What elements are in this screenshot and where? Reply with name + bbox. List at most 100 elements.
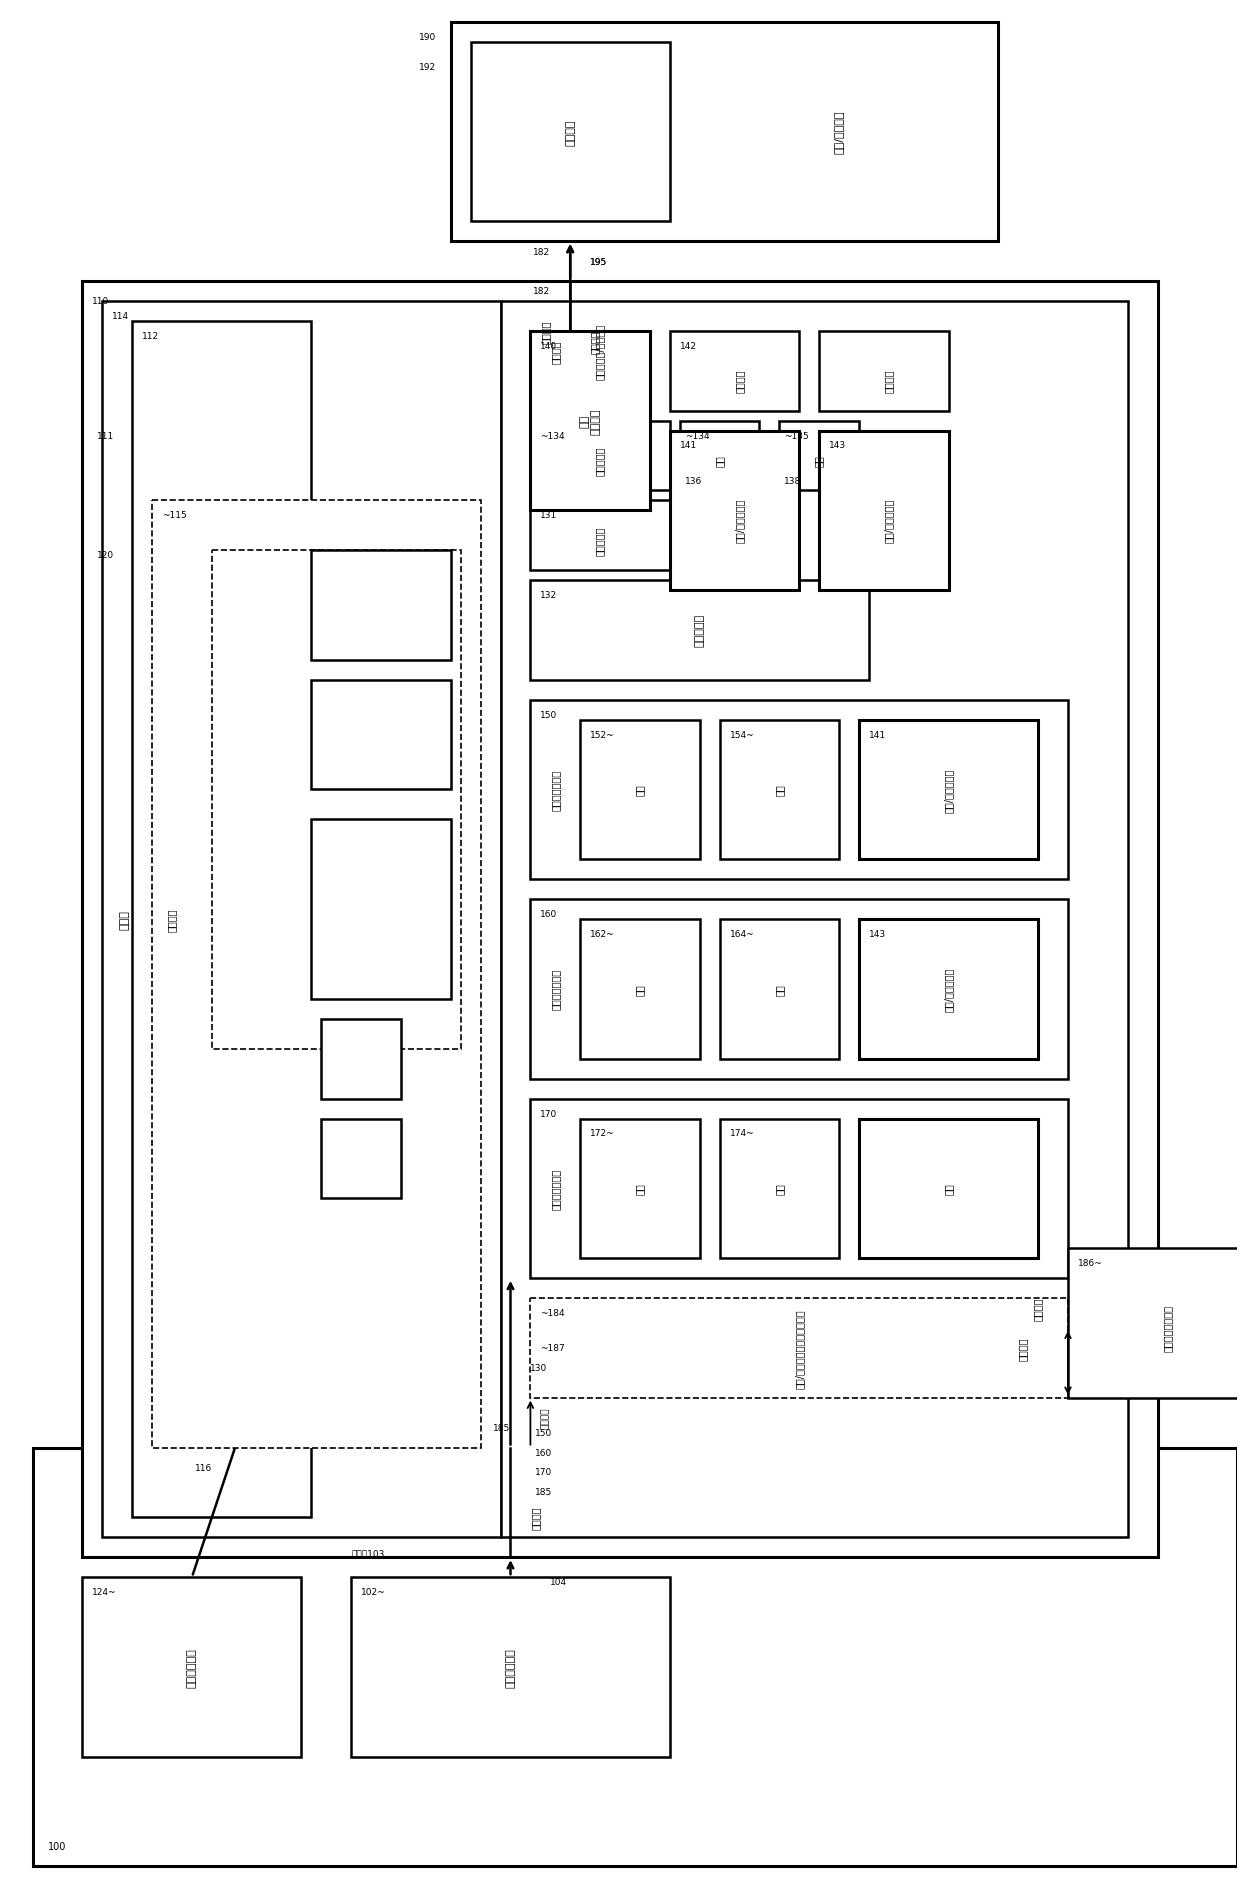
Bar [580, 1120, 699, 1258]
Bar [321, 1019, 401, 1099]
Text: 132: 132 [541, 590, 558, 600]
Text: 飞行中助推器系统: 飞行中助推器系统 [1163, 1304, 1173, 1351]
Text: 控制信号: 控制信号 [541, 1406, 549, 1429]
Text: 存储器: 存储器 [352, 1154, 370, 1163]
Text: 192: 192 [419, 63, 435, 72]
Bar [670, 332, 800, 412]
Text: ~187: ~187 [541, 1344, 565, 1351]
Bar [859, 1120, 1038, 1258]
Text: 131: 131 [541, 511, 558, 520]
Text: 机载传感器: 机载传感器 [376, 725, 386, 755]
Text: 控制器: 控制器 [376, 900, 386, 919]
Text: 120: 120 [98, 550, 114, 560]
Text: 121: 121 [405, 1029, 423, 1038]
Bar [531, 700, 1068, 881]
Text: 170: 170 [536, 1467, 553, 1477]
Text: 感测/计算的姿态: 感测/计算的姿态 [734, 499, 744, 543]
Text: 姿态: 姿态 [635, 983, 645, 995]
Bar [501, 302, 1127, 1537]
Text: 捕获/接收系统: 捕获/接收系统 [835, 110, 844, 154]
Text: 目标轨迹: 目标轨迹 [551, 340, 560, 363]
Text: 100: 100 [47, 1841, 66, 1851]
Text: 116: 116 [195, 1463, 212, 1473]
Text: 182: 182 [533, 247, 551, 256]
Text: 111: 111 [321, 560, 339, 569]
Text: ~180: ~180 [232, 560, 257, 569]
Text: ~135: ~135 [784, 431, 808, 440]
Text: 142: 142 [680, 342, 697, 351]
Text: 160: 160 [541, 909, 558, 919]
Bar [779, 421, 859, 492]
Text: 195: 195 [590, 258, 608, 266]
Text: 130: 130 [531, 1363, 548, 1372]
Bar [471, 42, 670, 222]
Bar [531, 1298, 1068, 1399]
Bar [1068, 1249, 1240, 1399]
Text: 取向: 取向 [774, 983, 784, 995]
Text: 112: 112 [143, 332, 159, 340]
Text: 114: 114 [113, 311, 129, 321]
Text: 内部空间: 内部空间 [167, 907, 177, 932]
Text: 感测/计算的取向: 感测/计算的取向 [944, 968, 954, 1012]
Bar [103, 302, 501, 1537]
Text: 152~: 152~ [590, 731, 615, 738]
Text: 输入/改变运动的可致动的部件: 输入/改变运动的可致动的部件 [794, 1308, 805, 1387]
Text: 传感器数据: 传感器数据 [595, 526, 605, 556]
Text: 本体: 本体 [157, 913, 167, 926]
Text: 174~: 174~ [729, 1129, 754, 1139]
Text: ~134: ~134 [684, 431, 709, 440]
Text: 124~: 124~ [92, 1587, 117, 1596]
Text: 136: 136 [684, 476, 702, 486]
Bar [680, 421, 759, 492]
Text: 140: 140 [541, 342, 558, 351]
Text: 弹道发射机构: 弹道发射机构 [506, 1647, 516, 1687]
Text: 着陆表面: 着陆表面 [565, 120, 575, 146]
Text: 高度: 高度 [714, 456, 724, 467]
Text: 190: 190 [419, 32, 435, 42]
Text: ~134: ~134 [541, 431, 565, 440]
Bar [82, 1577, 301, 1758]
Bar [351, 1577, 670, 1758]
Text: 发射前受控运动: 发射前受控运动 [551, 769, 560, 810]
Text: 取向: 取向 [774, 784, 784, 795]
Text: I/O: I/O [353, 1053, 370, 1065]
Text: 154~: 154~ [729, 731, 754, 738]
Text: 111: 111 [98, 431, 114, 440]
Text: 195: 195 [590, 258, 608, 266]
Text: 185: 185 [494, 1424, 511, 1433]
Text: 被动
阻力特征: 被动 阻力特征 [579, 408, 601, 435]
Text: 空气，103: 空气，103 [351, 1549, 384, 1558]
Bar [719, 721, 839, 860]
Text: 138: 138 [784, 476, 801, 486]
Text: 机器人: 机器人 [119, 909, 129, 930]
Text: 141: 141 [680, 440, 697, 450]
Bar [531, 900, 1068, 1080]
Text: 姿态: 姿态 [635, 784, 645, 795]
Text: 姿态: 姿态 [635, 1182, 645, 1194]
Text: 感测/计算的取向: 感测/计算的取向 [884, 499, 894, 543]
Bar [321, 1120, 401, 1200]
Bar [153, 501, 481, 1448]
Text: 施加的力: 施加的力 [1018, 1336, 1028, 1359]
Text: 104: 104 [551, 1577, 568, 1587]
Text: 姿态: 姿态 [944, 1182, 954, 1194]
Bar [451, 23, 998, 241]
Text: 185: 185 [536, 1488, 553, 1498]
Bar [32, 1448, 1238, 1866]
Bar [531, 1099, 1068, 1279]
Text: 机器人参数: 机器人参数 [694, 615, 704, 647]
Text: 施加的力: 施加的力 [1033, 1296, 1043, 1319]
Text: 非机载传感器: 非机载传感器 [187, 1647, 197, 1687]
Text: 取向: 取向 [774, 1182, 784, 1194]
Text: 距离: 距离 [815, 456, 825, 467]
Text: 120: 120 [321, 829, 339, 839]
Text: 着陆前受控运动: 着陆前受控运动 [551, 1167, 560, 1209]
Text: 飞行中受控运动: 飞行中受控运动 [551, 968, 560, 1010]
Text: 目标姿态: 目标姿态 [734, 370, 744, 393]
Bar [82, 281, 1158, 1558]
Bar [311, 550, 451, 661]
Text: ~184: ~184 [541, 1308, 565, 1317]
Bar [719, 1120, 839, 1258]
Text: 172~: 172~ [590, 1129, 615, 1139]
Text: 110: 110 [92, 296, 109, 306]
